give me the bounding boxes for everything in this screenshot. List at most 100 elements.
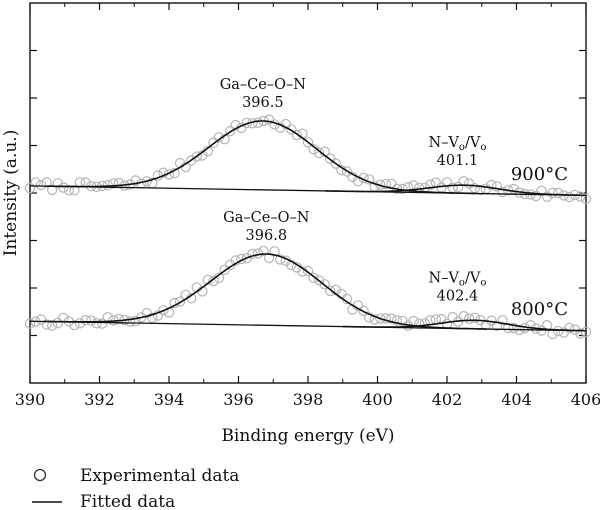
data-point xyxy=(58,182,69,193)
x-axis-label: Binding energy (eV) xyxy=(221,426,394,446)
series-temperature-label: 800°C xyxy=(511,299,568,320)
data-point xyxy=(224,125,236,137)
data-point xyxy=(52,317,64,329)
data-point xyxy=(208,137,219,148)
data-point xyxy=(69,319,80,331)
data-point xyxy=(185,155,197,166)
peak-name-label: Ga–Ce–O–N xyxy=(223,210,310,226)
data-point xyxy=(30,177,41,188)
data-point xyxy=(425,179,436,190)
data-point xyxy=(147,312,158,324)
data-point xyxy=(580,193,592,204)
data-point xyxy=(464,178,475,189)
data-point xyxy=(491,181,503,192)
data-point xyxy=(97,318,108,329)
legend-marker-experimental xyxy=(33,468,47,482)
x-tick-label: 396 xyxy=(223,390,254,409)
peak-name-label: N–Vo/Vo xyxy=(429,135,487,153)
data-point xyxy=(24,318,36,329)
data-point xyxy=(341,166,353,177)
data-point xyxy=(258,245,269,257)
x-tick-label: 404 xyxy=(501,390,532,409)
peak-value-label: 401.1 xyxy=(437,153,479,169)
data-point xyxy=(486,179,497,191)
data-point xyxy=(458,311,469,322)
data-point xyxy=(252,117,264,129)
data-point xyxy=(358,305,369,317)
data-point xyxy=(124,316,136,327)
data-point xyxy=(564,191,575,203)
data-point xyxy=(108,178,119,189)
data-point xyxy=(35,314,47,325)
peak-value-label: 396.5 xyxy=(242,95,284,111)
data-point xyxy=(252,248,264,259)
data-point xyxy=(286,124,297,135)
data-point xyxy=(575,328,586,339)
data-point xyxy=(247,248,258,260)
data-point xyxy=(24,182,36,194)
x-tick-label: 392 xyxy=(84,390,115,409)
data-point xyxy=(230,119,241,131)
data-point xyxy=(41,319,52,330)
data-point xyxy=(464,313,475,324)
data-point xyxy=(74,318,86,329)
legend-label-fitted: Fitted data xyxy=(80,492,175,510)
annotation-layer: Ga–Ce–O–N396.5N–Vo/Vo401.1900°CGa–Ce–O–N… xyxy=(220,77,568,320)
data-point xyxy=(130,316,141,327)
peak-value-label: 402.4 xyxy=(437,288,479,304)
y-ticks xyxy=(30,49,586,337)
data-point xyxy=(469,312,480,323)
peak-name-label: N–Vo/Vo xyxy=(429,270,487,288)
series-temperature-label: 900°C xyxy=(511,164,568,185)
peak-value-label: 396.8 xyxy=(246,228,288,244)
series-layer xyxy=(24,114,592,340)
baseline-line xyxy=(29,185,587,197)
data-point xyxy=(302,265,314,277)
data-point xyxy=(275,254,286,265)
data-point xyxy=(208,275,219,287)
data-point xyxy=(41,177,52,188)
data-point xyxy=(297,128,308,139)
data-point xyxy=(35,179,47,191)
x-tick-label: 400 xyxy=(362,390,393,409)
data-point xyxy=(452,181,464,193)
legend-label-experimental: Experimental data xyxy=(80,466,239,486)
fitted-peak-curve xyxy=(325,184,585,197)
data-point xyxy=(547,187,558,199)
data-point xyxy=(113,313,125,325)
data-point xyxy=(553,325,564,337)
data-point xyxy=(269,246,280,257)
baseline-line xyxy=(29,320,587,332)
data-point xyxy=(308,272,319,283)
data-point xyxy=(291,129,303,141)
data-point xyxy=(85,315,97,326)
x-ticks: 390 392 394 396 398 400 402 404 406 xyxy=(15,3,600,409)
data-point xyxy=(575,191,586,202)
data-point xyxy=(313,147,325,159)
data-point xyxy=(152,310,164,321)
data-point xyxy=(553,187,564,199)
data-point xyxy=(441,177,453,188)
data-point xyxy=(319,279,330,290)
x-tick-label: 390 xyxy=(15,390,46,409)
data-point xyxy=(503,322,514,334)
data-point xyxy=(497,186,508,198)
data-point xyxy=(191,151,202,162)
data-point xyxy=(280,118,291,130)
data-point xyxy=(330,158,341,169)
legend: Experimental data Fitted data xyxy=(32,466,239,510)
data-point xyxy=(80,315,91,326)
data-point xyxy=(580,326,592,338)
x-tick-label: 394 xyxy=(154,390,185,409)
data-point xyxy=(508,322,519,334)
x-tick-label: 406 xyxy=(571,390,600,409)
data-point xyxy=(364,312,375,323)
data-point xyxy=(475,184,486,196)
data-point xyxy=(536,185,547,196)
data-point xyxy=(375,313,386,324)
data-point xyxy=(325,285,336,297)
y-axis-label: Intensity (a.u.) xyxy=(1,130,21,257)
x-tick-label: 402 xyxy=(432,390,463,409)
data-point xyxy=(391,315,403,326)
